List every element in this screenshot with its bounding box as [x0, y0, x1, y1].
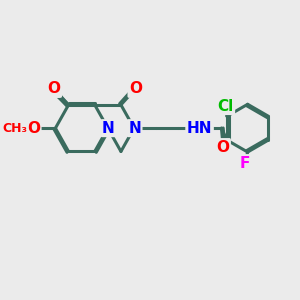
Text: O: O — [47, 81, 61, 96]
Text: O: O — [27, 121, 40, 136]
Text: CH₃: CH₃ — [2, 122, 27, 135]
Text: HN: HN — [187, 121, 212, 136]
Text: O: O — [216, 140, 230, 154]
Text: N: N — [102, 121, 115, 136]
Text: Cl: Cl — [218, 98, 234, 113]
Text: N: N — [128, 121, 141, 136]
Text: O: O — [129, 81, 142, 96]
Text: F: F — [239, 156, 250, 171]
Text: O: O — [46, 81, 59, 96]
